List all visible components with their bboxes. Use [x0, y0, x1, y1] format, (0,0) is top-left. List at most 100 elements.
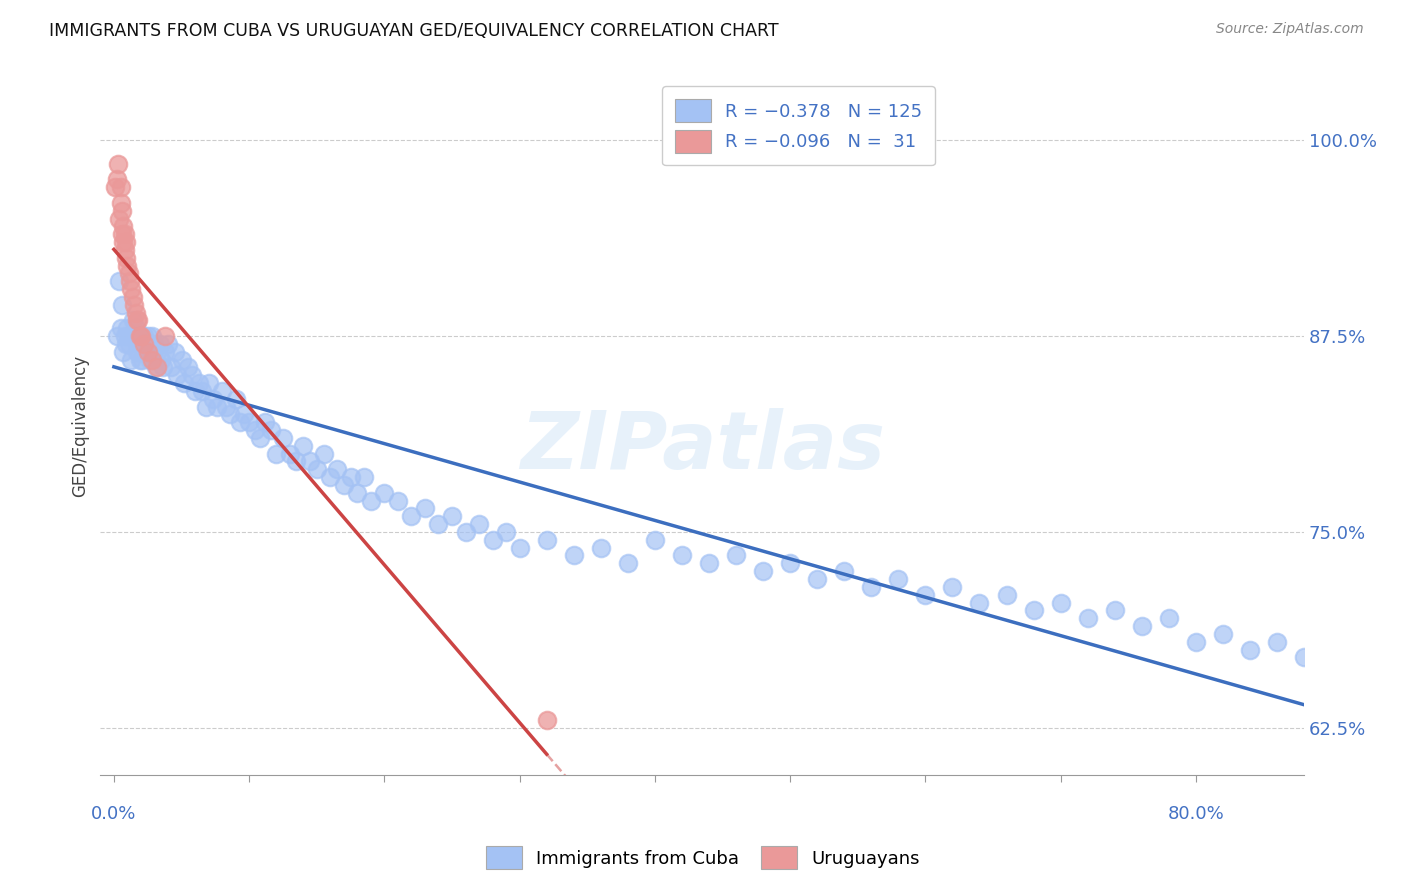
Point — [1049, 595, 1071, 609]
Point — [108, 211, 131, 226]
Text: IMMIGRANTS FROM CUBA VS URUGUAYAN GED/EQUIVALENCY CORRELATION CHART: IMMIGRANTS FROM CUBA VS URUGUAYAN GED/EQ… — [49, 22, 779, 40]
Point — [173, 376, 195, 390]
Point — [1077, 611, 1099, 625]
Text: Source: ZipAtlas.com: Source: ZipAtlas.com — [1216, 22, 1364, 37]
Point — [145, 360, 167, 375]
Point — [387, 493, 409, 508]
Point — [215, 400, 238, 414]
Point — [779, 557, 801, 571]
Point — [112, 344, 135, 359]
Point — [278, 447, 301, 461]
Point — [228, 415, 250, 429]
Point — [697, 557, 720, 571]
Point — [150, 352, 173, 367]
Point — [360, 493, 382, 508]
Point — [509, 541, 531, 555]
Point — [333, 478, 356, 492]
Point — [127, 329, 149, 343]
Point — [298, 454, 321, 468]
Point — [305, 462, 328, 476]
Point — [155, 344, 177, 359]
Point — [129, 329, 152, 343]
Point — [191, 384, 214, 398]
Point — [914, 588, 936, 602]
Point — [115, 337, 138, 351]
Point — [644, 533, 666, 547]
Point — [860, 580, 883, 594]
Point — [139, 352, 162, 367]
Point — [112, 235, 135, 249]
Point — [285, 454, 308, 468]
Point — [155, 329, 177, 343]
Point — [197, 376, 219, 390]
Point — [122, 329, 145, 343]
Point — [127, 313, 149, 327]
Point — [806, 572, 828, 586]
Point — [201, 392, 224, 406]
Point — [454, 524, 477, 539]
Point — [184, 384, 207, 398]
Point — [136, 344, 159, 359]
Point — [724, 549, 747, 563]
Point — [401, 509, 423, 524]
Point — [118, 337, 141, 351]
Text: 0.0%: 0.0% — [91, 805, 136, 823]
Point — [122, 298, 145, 312]
Y-axis label: GED/Equivalency: GED/Equivalency — [72, 355, 89, 497]
Point — [238, 415, 260, 429]
Point — [312, 447, 335, 461]
Point — [136, 329, 159, 343]
Point — [125, 313, 148, 327]
Point — [110, 180, 132, 194]
Point — [617, 557, 640, 571]
Point — [562, 549, 585, 563]
Point — [120, 274, 142, 288]
Point — [142, 344, 165, 359]
Point — [589, 541, 612, 555]
Point — [440, 509, 463, 524]
Point — [108, 274, 131, 288]
Point — [1104, 603, 1126, 617]
Point — [114, 227, 136, 242]
Point — [752, 564, 775, 578]
Point — [941, 580, 963, 594]
Point — [125, 344, 148, 359]
Text: ZIPatlas: ZIPatlas — [520, 409, 884, 486]
Point — [319, 470, 342, 484]
Point — [211, 384, 233, 398]
Point — [170, 352, 193, 367]
Point — [671, 549, 693, 563]
Point — [205, 400, 228, 414]
Point — [121, 290, 143, 304]
Point — [468, 517, 491, 532]
Point — [159, 360, 181, 375]
Point — [149, 337, 172, 351]
Point — [105, 172, 128, 186]
Point — [271, 431, 294, 445]
Point — [292, 439, 315, 453]
Point — [495, 524, 517, 539]
Point — [219, 408, 242, 422]
Point — [128, 329, 150, 343]
Point — [138, 337, 160, 351]
Point — [128, 352, 150, 367]
Point — [124, 321, 146, 335]
Point — [110, 321, 132, 335]
Point — [995, 588, 1018, 602]
Point — [346, 485, 368, 500]
Point — [969, 595, 991, 609]
Point — [832, 564, 855, 578]
Point — [117, 321, 139, 335]
Point — [112, 219, 135, 234]
Point — [1185, 634, 1208, 648]
Point — [143, 337, 166, 351]
Legend: Immigrants from Cuba, Uruguayans: Immigrants from Cuba, Uruguayans — [477, 838, 929, 879]
Text: 80.0%: 80.0% — [1167, 805, 1225, 823]
Point — [134, 337, 156, 351]
Point — [124, 305, 146, 319]
Point — [131, 352, 153, 367]
Point — [373, 485, 395, 500]
Legend: R = −0.378   N = 125, R = −0.096   N =  31: R = −0.378 N = 125, R = −0.096 N = 31 — [662, 87, 935, 165]
Point — [111, 227, 134, 242]
Point — [249, 431, 271, 445]
